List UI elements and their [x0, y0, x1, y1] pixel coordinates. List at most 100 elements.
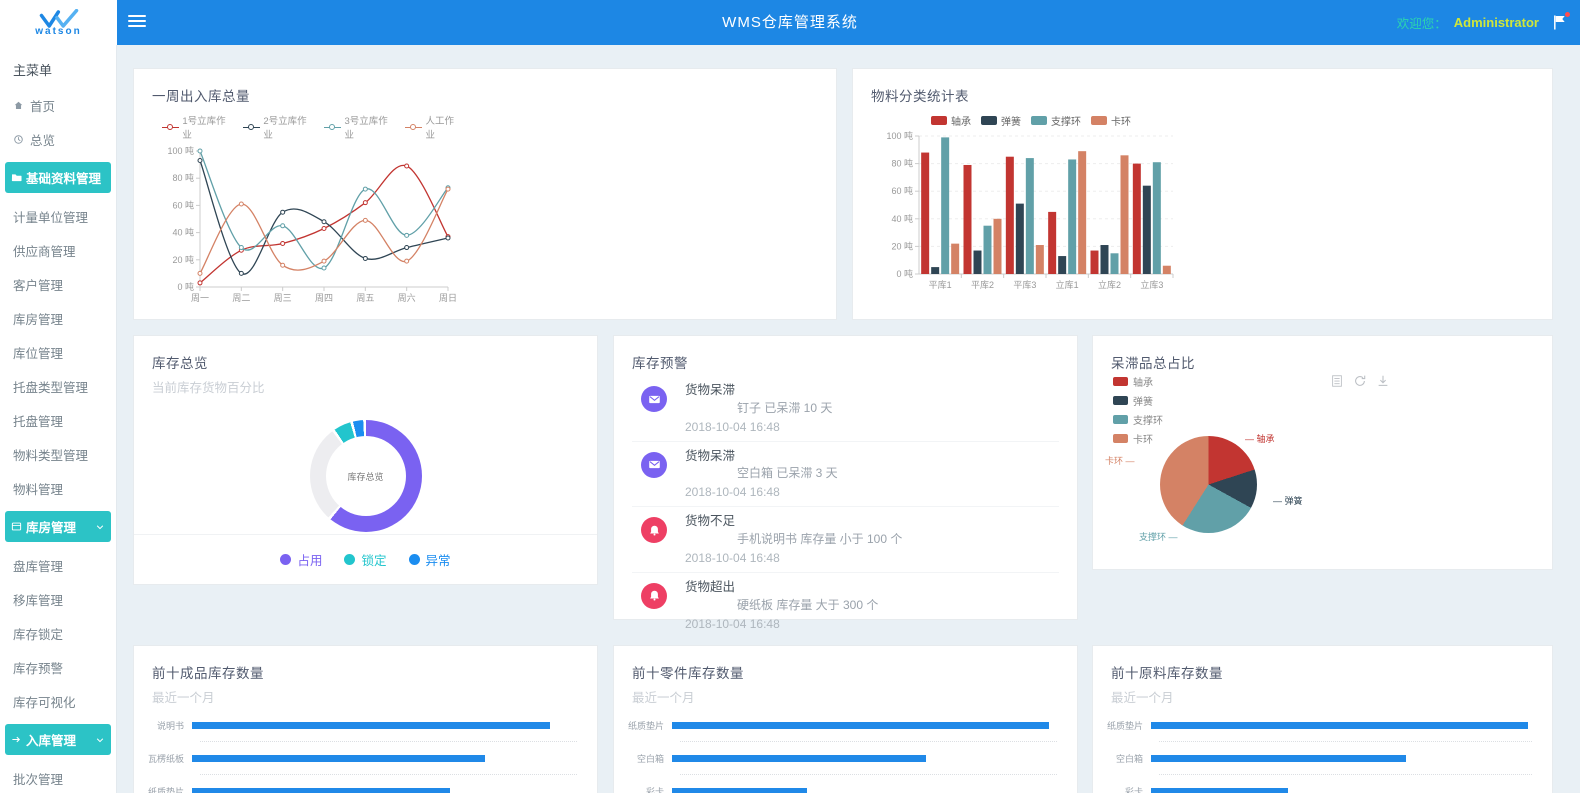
sidebar-label: 库房管理	[26, 521, 77, 535]
card-title: 物料分类统计表	[871, 89, 969, 104]
legend-item[interactable]: 占用	[280, 550, 322, 569]
hbar-label: 彩卡	[1124, 786, 1143, 793]
sidebar-item[interactable]: 托盘管理	[0, 403, 116, 437]
sidebar-item[interactable]: 客户管理	[0, 267, 116, 301]
svg-text:80 吨: 80 吨	[891, 158, 913, 169]
svg-text:0 吨: 0 吨	[177, 281, 194, 292]
svg-text:周四: 周四	[315, 293, 333, 303]
logo-text: watson	[35, 25, 82, 37]
donut-center-label: 库存总览	[347, 471, 384, 482]
alert-row[interactable]: 货物呆滞 钉子 已呆滞 10 天 2018-10-04 16:48	[632, 376, 1059, 442]
sidebar-label: 计量单位管理	[13, 210, 89, 225]
svg-text:80 吨: 80 吨	[172, 172, 194, 183]
sidebar-group[interactable]: 基础资料管理	[5, 162, 111, 193]
download-icon[interactable]	[1376, 374, 1390, 388]
alert-list: 货物呆滞 钉子 已呆滞 10 天 2018-10-04 16:48 货物呆滞 空白箱 已…	[614, 372, 1077, 638]
sidebar-item[interactable]: 供应商管理	[0, 233, 116, 267]
hbar-row: 纸质垫片	[1093, 718, 1532, 732]
sidebar-item[interactable]: 物料管理	[0, 471, 116, 505]
svg-text:周二: 周二	[232, 293, 250, 303]
svg-text:平库2: 平库2	[971, 279, 994, 290]
sidebar-item[interactable]: 首页	[0, 88, 116, 122]
sidebar-label: 库存锁定	[13, 627, 64, 642]
legend-item[interactable]: 轴承	[1113, 374, 1163, 389]
legend-item[interactable]: 卡环	[1113, 431, 1163, 446]
sidebar-label: 库位管理	[13, 346, 64, 361]
legend-item[interactable]: 卡环	[1091, 113, 1131, 128]
card-top-raw: 前十原料库存数量 最近一个月 纸质垫片空白箱彩卡说明书	[1092, 645, 1553, 793]
hbar	[192, 787, 450, 793]
sidebar-item[interactable]: 计量单位管理	[0, 199, 116, 233]
data-view-icon[interactable]	[1330, 374, 1344, 388]
sidebar-group[interactable]: 库房管理	[5, 511, 111, 542]
hbar-row: 空白箱	[1093, 751, 1532, 765]
alert-row[interactable]: 货物超出 硬纸板 库存量 大于 300 个 2018-10-04 16:48	[632, 573, 1059, 638]
welcome-label: 欢迎您：	[1396, 17, 1447, 31]
alert-row[interactable]: 货物不足 手机说明书 库存量 小于 100 个 2018-10-04 16:48	[632, 507, 1059, 573]
legend-item[interactable]: 弹簧	[1113, 393, 1163, 408]
sidebar-item[interactable]: 库存可视化	[0, 684, 116, 718]
legend-item[interactable]: 2号立库作业	[243, 113, 314, 141]
sidebar-item[interactable]: 物料类型管理	[0, 437, 116, 471]
notification-flag-icon[interactable]	[1552, 11, 1570, 32]
sidebar-label: 移库管理	[13, 593, 64, 608]
sidebar-item[interactable]: 库位管理	[0, 335, 116, 369]
legend-item[interactable]: 人工作业	[405, 113, 462, 141]
envelope-icon	[641, 386, 667, 412]
sidebar-label: 基础资料管理	[26, 172, 102, 186]
card-subtitle: 当前库存货物百分比	[152, 381, 265, 395]
sidebar-item[interactable]: 库存预警	[0, 650, 116, 684]
legend-item[interactable]: 异常	[408, 550, 451, 569]
material-bar-chart: 0 吨 20 吨 40 吨 60 吨 80 吨 100 吨平库1 平库2 平库3 立库1 立库2 立…	[881, 128, 1181, 298]
legend-item[interactable]: 支撑环	[1031, 113, 1081, 128]
hbar-row: 瓦楞纸板	[134, 751, 577, 765]
svg-text:立库3: 立库3	[1140, 279, 1163, 290]
menu-toggle-icon[interactable]	[128, 15, 146, 29]
pie-callout-label: — 弹簧	[1273, 496, 1303, 506]
hbar-label: 空白箱	[636, 753, 664, 764]
username[interactable]: Administrator	[1453, 15, 1539, 30]
legend-item[interactable]: 锁定	[344, 550, 387, 569]
alert-type: 货物超出	[685, 579, 736, 594]
sidebar-group[interactable]: 入库管理	[5, 724, 111, 755]
hbar-row: 彩卡	[1093, 784, 1532, 793]
svg-text:平库1: 平库1	[929, 279, 952, 290]
legend-item[interactable]: 轴承	[931, 113, 971, 128]
overview-icon	[13, 134, 24, 145]
hbar-label: 彩卡	[645, 786, 664, 793]
sidebar-label: 盘库管理	[13, 559, 64, 574]
legend-item[interactable]: 支撑环	[1113, 412, 1163, 427]
sidebar: 主菜单 首页 总览 基础资料管理 计量单位管理 供应商管理 客户管理 库房管理 库位管理 托盘类型…	[0, 45, 117, 793]
envelope-icon	[641, 451, 667, 478]
legend-item[interactable]: 1号立库作业	[162, 113, 233, 141]
sidebar-item[interactable]: 盘库管理	[0, 548, 116, 582]
alert-desc: 硬纸板 库存量 大于 300 个	[737, 597, 879, 612]
sidebar-item[interactable]: 库存锁定	[0, 616, 116, 650]
sidebar-label: 托盘管理	[13, 414, 64, 429]
sidebar-item[interactable]: 总览	[0, 122, 116, 156]
app-logo[interactable]: watson	[0, 0, 117, 45]
alert-desc: 空白箱 已呆滞 3 天	[737, 466, 838, 481]
card-stock-alerts: 库存预警 货物呆滞 钉子 已呆滞 10 天 2018-10-04 16:48 货物呆滞…	[613, 335, 1078, 631]
legend-item[interactable]: 弹簧	[981, 113, 1021, 128]
sidebar-label: 库存预警	[13, 661, 64, 676]
chart-toolbar	[1330, 374, 1390, 388]
pie-legend: 轴承 弹簧 支撑环 卡环	[1113, 374, 1163, 450]
sidebar-item[interactable]: 托盘类型管理	[0, 369, 116, 403]
pie-callout-label: — 轴承	[1245, 434, 1275, 444]
sidebar-label: 入库管理	[26, 734, 77, 748]
sidebar-item[interactable]: 移库管理	[0, 582, 116, 616]
sidebar-item[interactable]: 批次管理	[0, 761, 116, 793]
topbar: watson WMS仓库管理系统 欢迎您： Administrator	[0, 0, 1580, 45]
card-title: 一周出入库总量	[152, 89, 250, 104]
card-subtitle: 最近一个月	[1111, 691, 1174, 705]
hbar-row: 纸质垫片	[614, 718, 1057, 732]
svg-text:60 吨: 60 吨	[891, 185, 913, 196]
refresh-icon[interactable]	[1353, 374, 1367, 388]
svg-text:周三: 周三	[274, 293, 292, 303]
legend-item[interactable]: 3号立库作业	[324, 113, 395, 141]
pie-callout-label: 支撑环 —	[1139, 532, 1178, 542]
card-title: 前十零件库存数量	[632, 666, 744, 681]
sidebar-item[interactable]: 库房管理	[0, 301, 116, 335]
alert-row[interactable]: 货物呆滞 空白箱 已呆滞 3 天 2018-10-04 16:48	[632, 442, 1059, 508]
